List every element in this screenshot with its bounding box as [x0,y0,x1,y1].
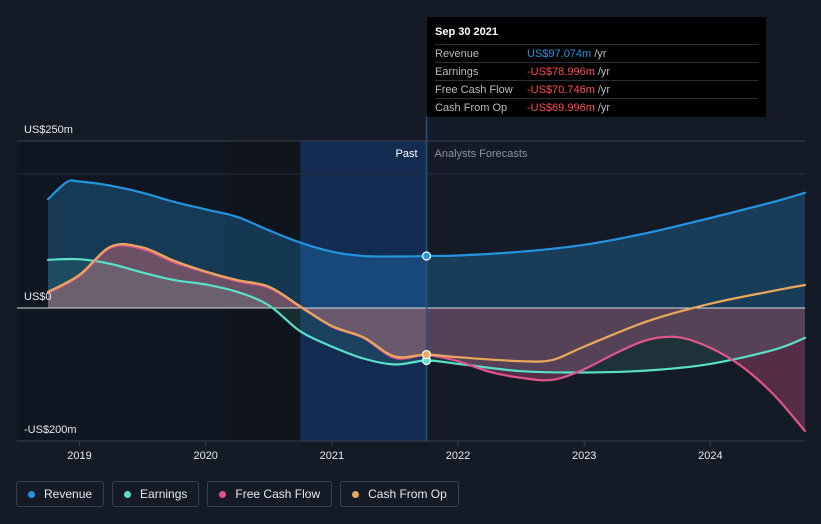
legend-dot-icon [352,490,360,498]
tooltip-row-revenue: Revenue US$97.074m /yr [435,44,758,62]
tooltip-date: Sep 30 2021 [435,26,498,38]
tooltip-value: US$97.074m [527,47,592,60]
x-tick-label: 2020 [193,450,217,462]
chart: Past Analysts Forecasts US$250m US$0 -US$200… [17,116,807,462]
tooltip-unit: /yr [597,101,611,114]
legend-item-free-cash-flow[interactable]: Free Cash Flow [207,481,333,507]
tooltip-unit: /yr [594,47,607,60]
legend-item-cash-from-op[interactable]: Cash From Op [340,481,459,507]
area-revenue [48,180,805,308]
tooltip-label: Free Cash Flow [435,83,513,96]
legend-label: Revenue [44,487,93,501]
x-tick-label: 2021 [320,450,344,462]
legend: Revenue Earnings Free Cash Flow Cash Fro… [16,481,459,507]
tooltip-value: -US$69.996m [527,101,595,114]
tooltip-row-earnings: Earnings -US$78.996m /yr [435,62,758,80]
tooltip-label: Cash From Op [435,101,508,114]
legend-label: Earnings [140,487,188,501]
tooltip-unit: /yr [597,83,611,96]
highlight-band [300,141,427,441]
x-tick-label: 2023 [572,450,596,462]
y-tick-label: US$250m [24,124,73,136]
tooltip-row-free-cash-flow: Free Cash Flow -US$70.746m /yr [435,80,758,98]
tooltip-value: -US$78.996m [527,65,595,78]
tooltip-value: -US$70.746m [527,83,595,96]
marker-cash-from-op [421,349,432,360]
legend-dot-icon [28,490,35,498]
legend-item-earnings[interactable]: Earnings [112,481,200,507]
line-cash-from-op [46,242,807,363]
tooltip-row-cash-from-op: Cash From Op -US$69.996m /yr [435,98,758,116]
marker-revenue [421,251,432,261]
x-tick-label: 2019 [67,450,91,462]
y-tick-label: US$0 [24,291,52,303]
line-revenue [46,179,807,258]
legend-label: Cash From Op [368,487,447,501]
legend-dot-icon [124,490,132,498]
line-earnings [46,257,807,374]
legend-label: Free Cash Flow [235,487,321,501]
forecast-label: Analysts Forecasts [435,148,528,160]
y-tick-label: -US$200m [24,424,77,436]
tooltip: Sep 30 2021 Revenue US$97.074m /yr Earni… [427,17,766,117]
legend-item-revenue[interactable]: Revenue [16,481,105,507]
past-label: Past [395,148,417,160]
legend-dot-icon [219,490,227,498]
x-tick-label: 2022 [446,450,470,462]
x-tick-label: 2024 [698,450,722,462]
tooltip-label: Earnings [435,65,479,78]
tooltip-unit: /yr [597,65,611,78]
tooltip-label: Revenue [435,47,480,60]
